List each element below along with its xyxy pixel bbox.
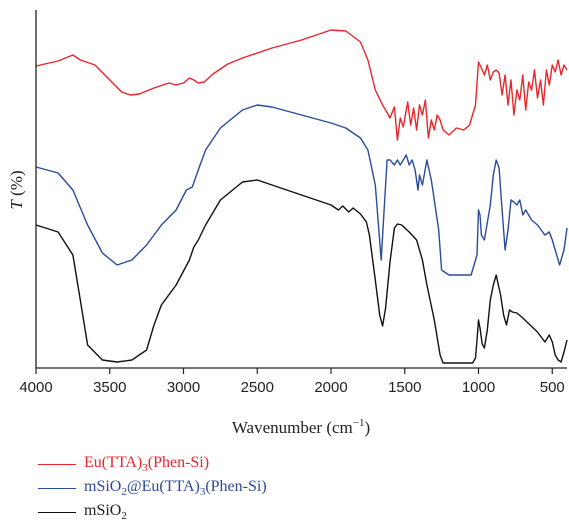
series-line-2 <box>35 104 568 276</box>
chart-legend: Eu(TTA)3(Phen-Si) mSiO2@Eu(TTA)3(Phen-Si)… <box>38 452 267 524</box>
x-tick-label: 1000 <box>462 379 495 396</box>
legend-item: mSiO2@Eu(TTA)3(Phen-Si) <box>38 476 267 500</box>
x-tick-label: 500 <box>540 379 565 396</box>
x-axis-title: Wavenumber (cm−1) <box>232 417 370 437</box>
x-tick-label: 3500 <box>93 379 126 396</box>
legend-item: mSiO2 <box>38 500 267 524</box>
plot-series-group <box>35 29 568 364</box>
x-tick-group: 4000 3500 3000 2500 2000 1500 1000 500 <box>19 368 565 396</box>
legend-item: Eu(TTA)3(Phen-Si) <box>38 452 267 476</box>
x-tick-label: 2000 <box>314 379 347 396</box>
legend-swatch <box>38 463 76 465</box>
legend-swatch <box>38 487 76 489</box>
x-tick-label: 3000 <box>167 379 200 396</box>
legend-label: mSiO2@Eu(TTA)3(Phen-Si) <box>84 477 267 499</box>
legend-swatch <box>38 511 76 513</box>
legend-label: Eu(TTA)3(Phen-Si) <box>84 453 210 475</box>
legend-label: mSiO2 <box>84 501 127 523</box>
x-tick-label: 1500 <box>388 379 421 396</box>
y-axis-title: T (%) <box>7 170 26 209</box>
x-tick-label: 4000 <box>19 379 52 396</box>
series-line-3 <box>35 179 568 364</box>
x-tick-label: 2500 <box>241 379 274 396</box>
series-line-1 <box>35 29 568 141</box>
